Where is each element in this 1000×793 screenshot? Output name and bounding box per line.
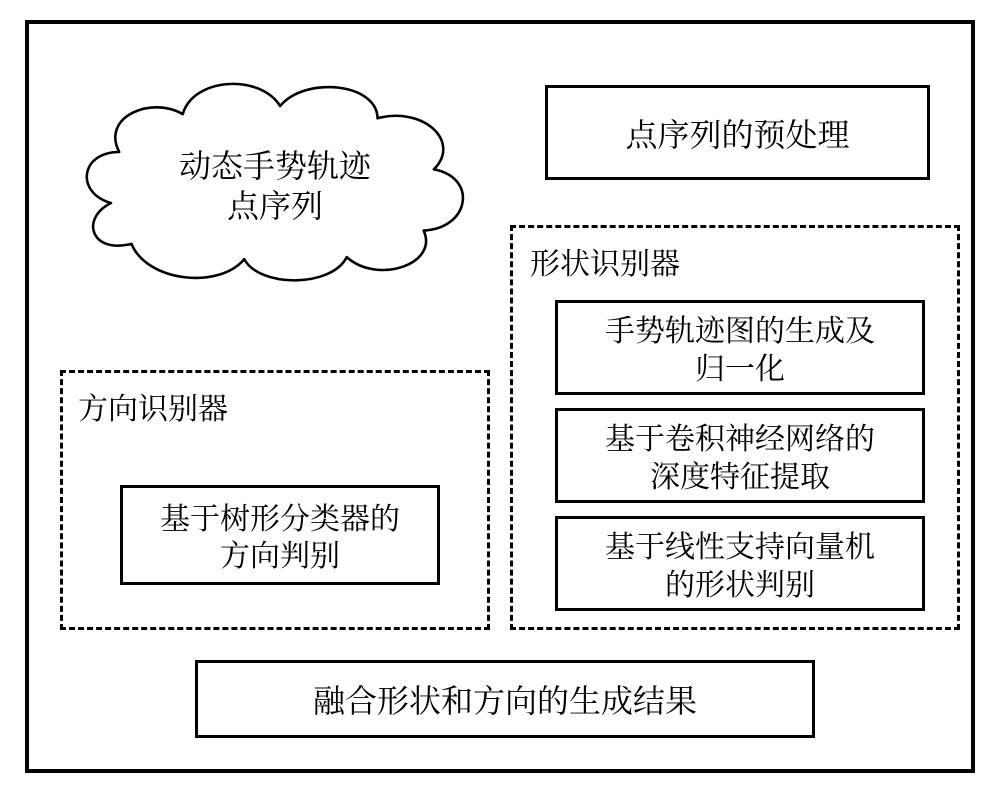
shape-recognizer-title: 形状识别器 — [530, 243, 680, 281]
shape-item-2-line2: 的形状判别 — [605, 564, 875, 602]
fusion-result-box: 融合形状和方向的生成结果 — [195, 660, 815, 738]
shape-item-1-line1: 基于卷积神经网络的 — [605, 418, 875, 456]
direction-inner-line2: 方向判别 — [160, 535, 400, 573]
diagram-canvas: 动态手势轨迹 点序列 点序列的预处理 方向识别器 基于树形分类器的 方向判别 形… — [0, 0, 1000, 793]
fusion-label: 融合形状和方向的生成结果 — [313, 679, 697, 719]
shape-item-0-line1: 手势轨迹图的生成及 — [605, 310, 875, 348]
shape-item-2-line1: 基于线性支持向量机 — [605, 526, 875, 564]
preprocess-label: 点序列的预处理 — [625, 113, 849, 153]
cloud-label-line1: 动态手势轨迹 — [179, 144, 371, 184]
preprocess-box: 点序列的预处理 — [545, 85, 930, 180]
cloud-label: 动态手势轨迹 点序列 — [119, 129, 431, 239]
shape-item-2: 基于线性支持向量机 的形状判别 — [555, 516, 925, 611]
direction-recognizer-title: 方向识别器 — [78, 388, 228, 426]
shape-item-0: 手势轨迹图的生成及 归一化 — [555, 300, 925, 395]
direction-inner-line1: 基于树形分类器的 — [160, 498, 400, 536]
cloud-label-line2: 点序列 — [179, 184, 371, 224]
direction-inner-box: 基于树形分类器的 方向判别 — [120, 485, 440, 585]
shape-item-1: 基于卷积神经网络的 深度特征提取 — [555, 408, 925, 503]
shape-item-1-line2: 深度特征提取 — [605, 456, 875, 494]
shape-item-0-line2: 归一化 — [605, 348, 875, 386]
